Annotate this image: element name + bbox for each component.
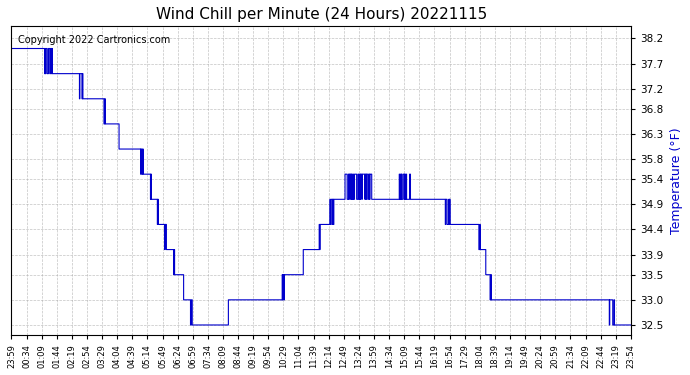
Y-axis label: Temperature (°F): Temperature (°F) — [670, 127, 683, 234]
Text: Copyright 2022 Cartronics.com: Copyright 2022 Cartronics.com — [18, 35, 170, 45]
Title: Wind Chill per Minute (24 Hours) 20221115: Wind Chill per Minute (24 Hours) 2022111… — [155, 7, 486, 22]
